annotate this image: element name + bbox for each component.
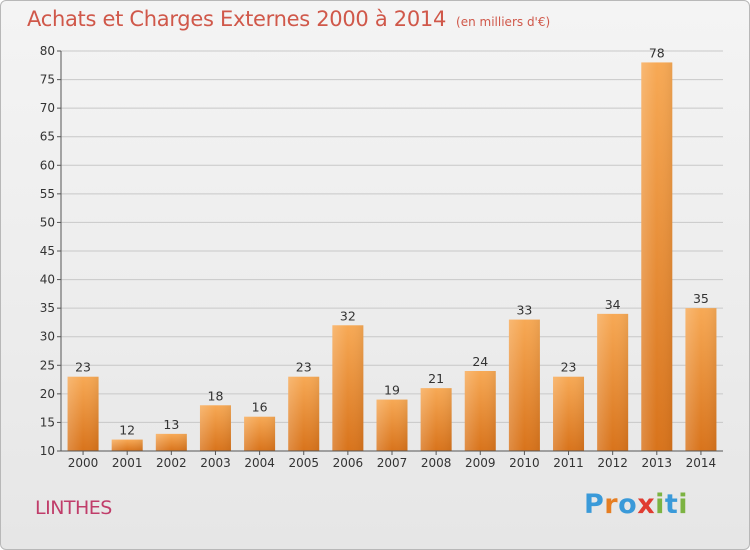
bar-shade — [111, 439, 143, 451]
value-label: 23 — [296, 360, 312, 375]
y-tick-label: 20 — [40, 387, 55, 401]
y-tick-label: 15 — [40, 415, 55, 429]
x-tick-label: 2011 — [553, 456, 584, 470]
x-tick-label: 2005 — [288, 456, 319, 470]
x-tick-label: 2007 — [377, 456, 408, 470]
bar-shade — [332, 325, 364, 451]
logo-letter: i — [655, 489, 665, 520]
bars: 23 12 13 18 16 23 32 19 21 24 33 23 34 78 35 — [67, 45, 717, 452]
y-tick-label: 65 — [40, 130, 55, 144]
x-tick-label: 2008 — [421, 456, 452, 470]
y-tick-label: 75 — [40, 73, 55, 87]
bar-shade — [553, 376, 585, 451]
bar-shade — [376, 399, 408, 451]
chart-unit: (en milliers d'€) — [456, 15, 551, 29]
y-tick-label: 30 — [40, 330, 55, 344]
x-tick-label: 2014 — [686, 456, 717, 470]
value-label: 12 — [119, 423, 135, 438]
value-label: 21 — [428, 371, 444, 386]
x-tick-label: 2006 — [333, 456, 364, 470]
logo-letter: r — [604, 489, 619, 520]
x-tick-label: 2013 — [642, 456, 673, 470]
chart-title: Achats et Charges Externes 2000 à 2014 (e… — [27, 7, 550, 31]
y-tick-label: 45 — [40, 244, 55, 258]
value-label: 32 — [340, 308, 356, 323]
y-tick-label: 10 — [40, 444, 55, 458]
commune-name: LINTHES — [35, 497, 112, 519]
logo-letter: i — [678, 489, 689, 520]
value-label: 19 — [384, 383, 400, 398]
x-tick-label: 2004 — [244, 456, 275, 470]
value-label: 18 — [208, 388, 224, 403]
x-tick-label: 2012 — [597, 456, 628, 470]
y-tick-label: 80 — [40, 44, 55, 58]
bar-shade — [508, 319, 540, 451]
logo-letter: o — [618, 489, 638, 520]
y-tick-label: 35 — [40, 301, 55, 315]
bar-shade — [685, 308, 717, 451]
proxiti-logo: Proxiti — [584, 489, 688, 520]
x-tick-label: 2010 — [509, 456, 540, 470]
y-tick-label: 60 — [40, 158, 55, 172]
bar-shade — [420, 388, 452, 451]
bar-shade — [244, 416, 276, 451]
value-label: 35 — [693, 291, 709, 306]
chart-title-text: Achats et Charges Externes 2000 à 2014 — [27, 7, 447, 31]
value-label: 33 — [516, 303, 532, 318]
bar-shade — [641, 62, 673, 452]
logo-letter: P — [584, 489, 605, 520]
value-label: 78 — [649, 45, 665, 60]
x-tick-label: 2002 — [156, 456, 187, 470]
bar-shade — [464, 371, 496, 451]
bar-shade — [597, 313, 629, 451]
y-tick-label: 70 — [40, 101, 55, 115]
axes: 10 15 20 25 30 35 40 45 50 55 60 65 70 75 80 2000 2001 20… — [40, 44, 723, 470]
logo-letter: t — [664, 489, 679, 520]
value-label: 34 — [605, 297, 621, 312]
x-tick-label: 2009 — [465, 456, 496, 470]
value-label: 24 — [472, 354, 488, 369]
logo-letter: x — [637, 489, 656, 520]
y-tick-label: 40 — [40, 273, 55, 287]
value-label: 16 — [252, 400, 268, 415]
x-tick-label: 2000 — [68, 456, 99, 470]
x-tick-label: 2001 — [112, 456, 143, 470]
bar-shade — [67, 376, 99, 451]
value-label: 23 — [561, 360, 577, 375]
bar-shade — [288, 376, 320, 451]
value-label: 23 — [75, 360, 91, 375]
x-tick-label: 2003 — [200, 456, 231, 470]
value-label: 13 — [163, 417, 179, 432]
y-tick-label: 50 — [40, 215, 55, 229]
y-tick-label: 55 — [40, 187, 55, 201]
bar-shade — [155, 433, 187, 451]
bar-shade — [199, 405, 231, 451]
y-tick-label: 25 — [40, 358, 55, 372]
